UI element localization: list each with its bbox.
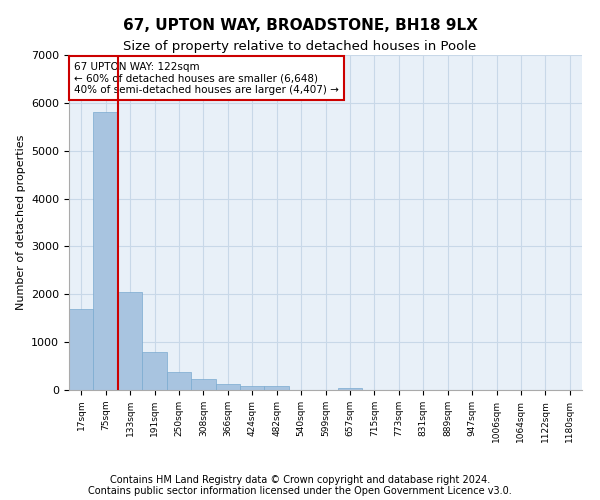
Bar bbox=[240, 386, 265, 390]
Bar bbox=[191, 380, 215, 390]
Bar bbox=[215, 384, 240, 390]
Text: 67, UPTON WAY, BROADSTONE, BH18 9LX: 67, UPTON WAY, BROADSTONE, BH18 9LX bbox=[122, 18, 478, 32]
Bar bbox=[142, 352, 167, 390]
Text: Contains public sector information licensed under the Open Government Licence v3: Contains public sector information licen… bbox=[88, 486, 512, 496]
Text: 67 UPTON WAY: 122sqm
← 60% of detached houses are smaller (6,648)
40% of semi-de: 67 UPTON WAY: 122sqm ← 60% of detached h… bbox=[74, 62, 339, 95]
Bar bbox=[118, 292, 142, 390]
Bar bbox=[69, 308, 94, 390]
Bar bbox=[167, 372, 191, 390]
Bar bbox=[265, 386, 289, 390]
Y-axis label: Number of detached properties: Number of detached properties bbox=[16, 135, 26, 310]
Text: Size of property relative to detached houses in Poole: Size of property relative to detached ho… bbox=[124, 40, 476, 53]
Bar bbox=[338, 388, 362, 390]
Text: Contains HM Land Registry data © Crown copyright and database right 2024.: Contains HM Land Registry data © Crown c… bbox=[110, 475, 490, 485]
Bar bbox=[94, 112, 118, 390]
